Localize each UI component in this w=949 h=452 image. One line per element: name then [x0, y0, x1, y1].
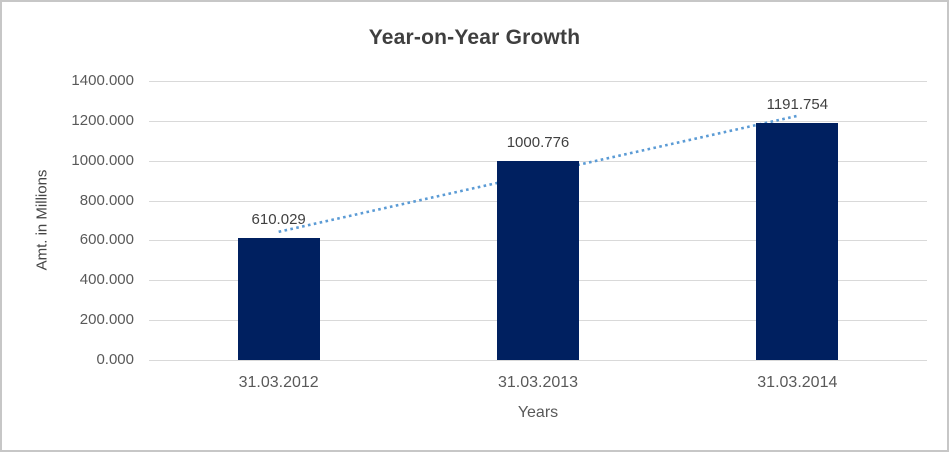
- y-tick-label: 1000.000: [71, 151, 134, 169]
- y-tick-label: 600.000: [79, 231, 134, 249]
- y-tick-label: 1200.000: [71, 111, 134, 129]
- bar-31.03.2013: [497, 160, 579, 360]
- bar-31.03.2012: [237, 238, 320, 360]
- x-axis-title: Years: [517, 404, 559, 421]
- y-tick-label: 800.000: [79, 191, 134, 209]
- y-tick-label: 400.000: [79, 271, 134, 289]
- y-tick-label: 1400.000: [71, 72, 134, 89]
- y-tick-label: 200.000: [79, 311, 134, 329]
- gridline: [149, 360, 927, 361]
- plot-area: 610.029 1000.776 1191.754: [149, 81, 927, 361]
- data-label: 1191.754: [766, 95, 829, 113]
- data-label: 1000.776: [506, 133, 570, 151]
- x-tick-label: 31.03.2013: [497, 374, 579, 391]
- gridline: [149, 120, 927, 122]
- bar-31.03.2014: [756, 122, 839, 360]
- chart-title: Year-on-Year Growth: [368, 26, 581, 49]
- x-tick-label: 31.03.2012: [238, 374, 319, 391]
- data-label: 610.029: [251, 211, 306, 229]
- gridline: [149, 81, 927, 82]
- x-tick-label: 31.03.2014: [757, 374, 838, 391]
- y-tick-label: 0.000: [96, 351, 134, 368]
- y-axis-title-text: Amt. in Millions: [33, 169, 51, 271]
